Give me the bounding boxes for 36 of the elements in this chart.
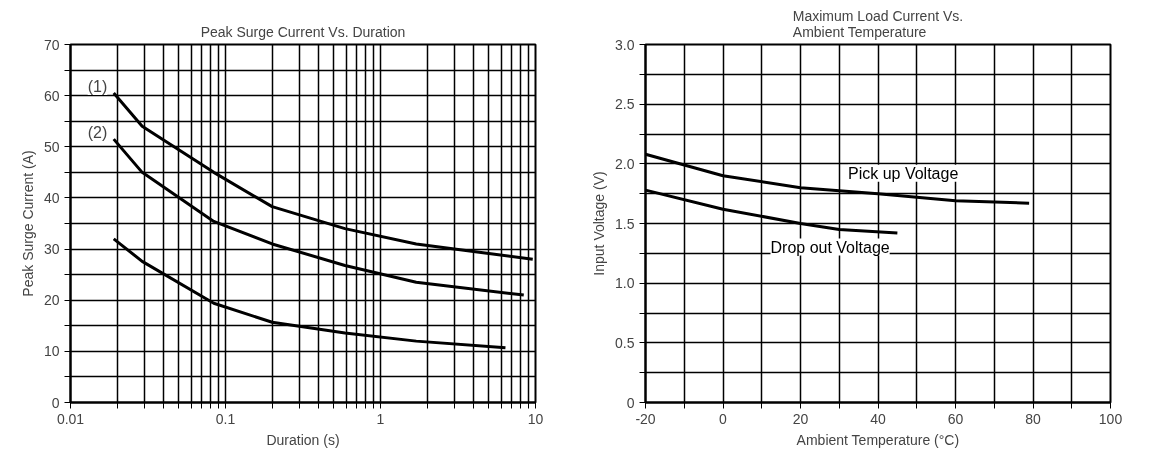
x-tick-label: 0.01 (56, 410, 85, 427)
y-tick-label: 50 (43, 138, 60, 155)
series-label: Drop out Voltage (770, 238, 890, 256)
y-tick-label: 3.0 (615, 36, 635, 53)
y-tick-label: 2.0 (615, 155, 635, 172)
x-tick-label: 80 (1025, 410, 1041, 427)
x-tick-label: 0.1 (215, 410, 236, 427)
x-tick-label: 20 (792, 410, 809, 427)
x-tick-label: 10 (527, 410, 544, 427)
chart-title: Maximum Load Current Vs. Ambient Temperature (792, 7, 964, 40)
y-tick-label: 10 (43, 343, 60, 360)
y-tick-label: 2.5 (615, 96, 635, 113)
series-label: Pick up Voltage (848, 164, 959, 182)
x-axis-title: Duration (s) (266, 431, 340, 448)
y-axis-title: Input Voltage (V) (591, 171, 608, 276)
y-tick-label: 40 (43, 189, 60, 206)
y-tick-label: 1.0 (615, 275, 635, 292)
y-tick-label: 0 (51, 394, 60, 411)
y-tick-label: 30 (43, 241, 60, 258)
x-tick-label: 60 (947, 410, 964, 427)
y-tick-label: 0.5 (615, 334, 635, 351)
x-tick-label: 100 (1098, 410, 1123, 427)
chart-title: Peak Surge Current Vs. Duration (200, 23, 406, 40)
x-tick-label: 40 (870, 410, 886, 427)
x-tick-label: -20 (635, 410, 656, 427)
x-tick-label: 0 (719, 410, 728, 427)
y-tick-label: 0 (626, 394, 635, 411)
annotation: (2) (87, 124, 108, 142)
y-tick-label: 20 (43, 292, 60, 309)
x-tick-label: 1 (376, 410, 385, 427)
x-axis-title: Ambient Temperature (°C) (796, 431, 960, 448)
annotation: (1) (87, 78, 108, 96)
y-tick-label: 60 (43, 87, 60, 104)
y-tick-label: 70 (43, 36, 60, 53)
y-axis-title: Peak Surge Current (A) (19, 150, 36, 297)
y-tick-label: 1.5 (615, 215, 635, 232)
